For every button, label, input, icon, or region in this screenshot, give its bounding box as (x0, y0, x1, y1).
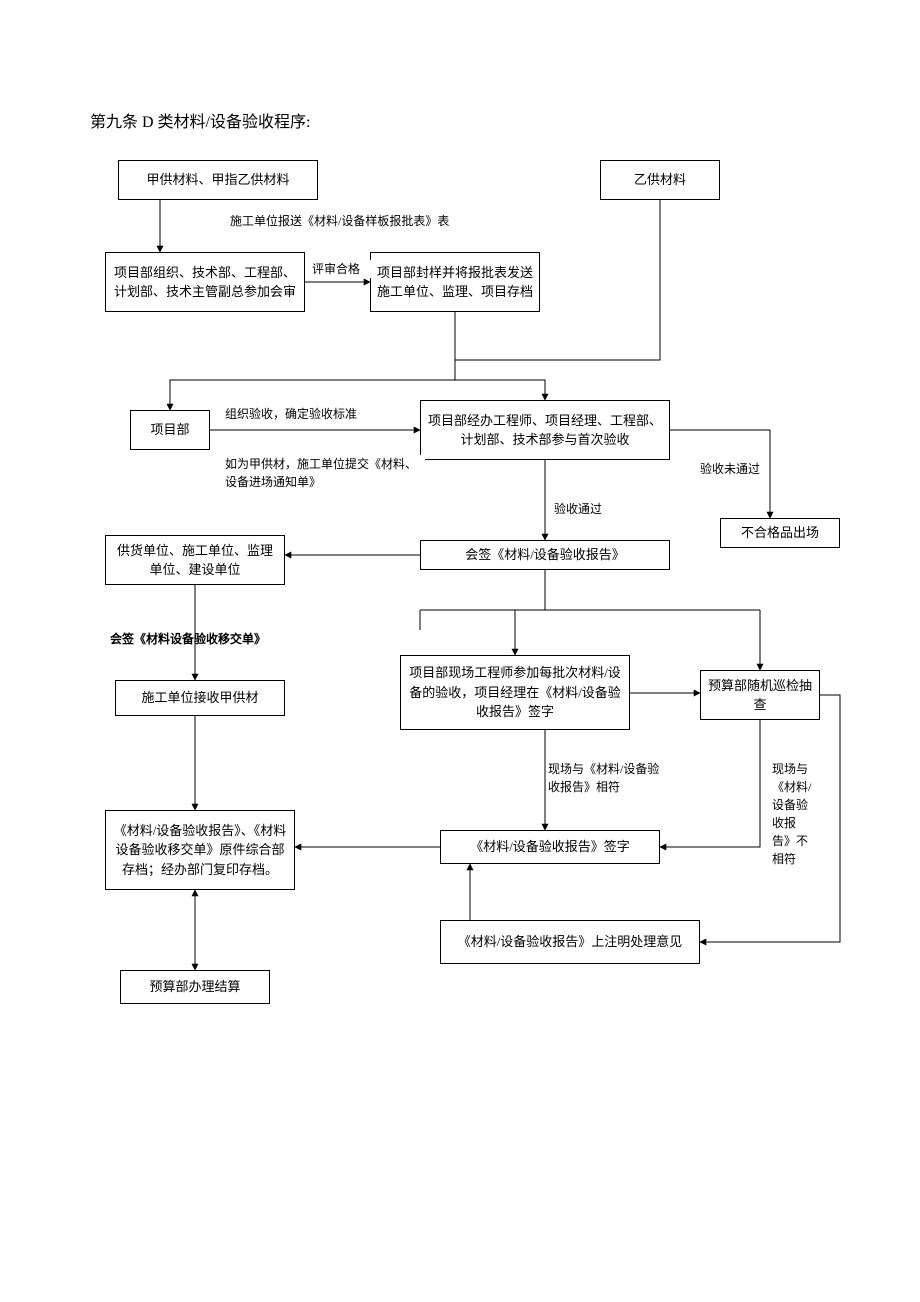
node-n11: 项目部现场工程师参加每批次材料/设备的验收，项目经理在《材料/设备验收报告》签字 (400, 655, 630, 730)
label-l8: 现场与《材料/设备验收报告》相符 (548, 760, 668, 796)
label-l9: 现场与《材料/设备验收报告》不相符 (772, 760, 812, 868)
node-n2: 乙供材料 (600, 160, 720, 200)
node-n6: 项目部经办工程师、项目经理、工程部、计划部、技术部参与首次验收 (420, 400, 670, 460)
label-l5: 验收未通过 (700, 460, 780, 478)
label-l1: 施工单位报送《材料/设备样板报批表》表 (230, 212, 450, 230)
node-n15: 《材料/设备验收报告》上注明处理意见 (440, 920, 700, 964)
node-n7: 不合格品出场 (720, 518, 840, 548)
node-n4: 项目部封样并将报批表发送施工单位、监理、项目存档 (370, 252, 540, 312)
node-n5: 项目部 (130, 410, 210, 450)
node-n1: 甲供材料、甲指乙供材料 (118, 160, 318, 200)
node-n14: 《材料/设备验收报告》签字 (440, 830, 660, 864)
label-l6: 验收通过 (554, 500, 624, 518)
label-l4: 如为甲供材，施工单位提交《材料、设备进场通知单》 (225, 455, 425, 491)
node-n3: 项目部组织、技术部、工程部、计划部、技术主管副总参加会审 (105, 252, 305, 312)
node-n16: 预算部办理结算 (120, 970, 270, 1004)
label-l2: 评审合格 (312, 260, 372, 278)
node-n9: 会签《材料/设备验收报告》 (420, 540, 670, 570)
label-l7: 会签《材料设备验收移交单》 (110, 630, 310, 648)
node-n12: 预算部随机巡检抽查 (700, 670, 820, 720)
node-n10: 施工单位接收甲供材 (115, 680, 285, 716)
label-l3: 组织验收，确定验收标准 (225, 405, 405, 423)
node-n8: 供货单位、施工单位、监理单位、建设单位 (105, 535, 285, 585)
page-title: 第九条 D 类材料/设备验收程序: (90, 108, 310, 132)
node-n13: 《材料/设备验收报告》、《材料设备验收移交单》原件综合部存档；经办部门复印存档。 (105, 810, 295, 890)
